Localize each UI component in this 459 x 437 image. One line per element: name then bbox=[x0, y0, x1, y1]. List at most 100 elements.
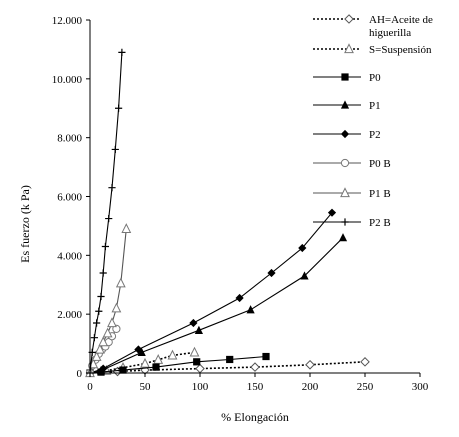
data-point bbox=[152, 363, 160, 371]
x-tick-label: 100 bbox=[192, 381, 209, 393]
legend-marker bbox=[340, 129, 350, 139]
data-point bbox=[90, 334, 98, 342]
legend-item-p2-b: P2 B bbox=[313, 217, 391, 229]
y-ticks: 0 2.000 4.000 6.000 8.000 10.000 12.000 bbox=[52, 15, 90, 380]
series-p2 bbox=[85, 208, 337, 378]
legend-marker bbox=[344, 43, 354, 54]
data-point bbox=[97, 292, 105, 301]
series-p1 bbox=[85, 233, 348, 377]
legend-label-line: higuerilla bbox=[369, 27, 411, 39]
series-line bbox=[89, 361, 366, 374]
data-point bbox=[99, 269, 107, 277]
legend-label: S=Suspensión bbox=[369, 44, 432, 56]
data-point bbox=[262, 352, 270, 361]
x-tick-label: 250 bbox=[357, 381, 374, 393]
x-tick-label: 0 bbox=[87, 381, 93, 393]
legend: AH=Aceite de higuerilla S=Suspensión P0 P1 P2… bbox=[313, 14, 433, 229]
series-p1-b bbox=[85, 223, 132, 378]
data-point bbox=[300, 271, 309, 280]
y-tick-label: 10.000 bbox=[52, 74, 83, 86]
legend-marker bbox=[341, 218, 349, 226]
data-point bbox=[250, 362, 260, 372]
y-tick-label: 2.000 bbox=[57, 309, 82, 321]
x-tick-label: 150 bbox=[247, 381, 264, 393]
legend-item-p0: P0 bbox=[313, 72, 381, 84]
series-line bbox=[89, 212, 333, 374]
x-tick-label: 300 bbox=[412, 381, 429, 393]
data-point bbox=[360, 357, 370, 367]
data-point bbox=[338, 233, 348, 242]
legend-label-line: AH=Aceite de bbox=[369, 14, 433, 26]
legend-marker bbox=[340, 187, 350, 198]
legend-item-p0-b: P0 B bbox=[313, 158, 391, 170]
data-point bbox=[121, 223, 132, 233]
legend-marker bbox=[340, 100, 350, 109]
legend-item-ah-aceite-de-higuerilla: AH=Aceite de higuerilla bbox=[313, 14, 433, 39]
data-point bbox=[246, 305, 255, 314]
data-point bbox=[137, 347, 146, 357]
legend-label: P1 bbox=[369, 100, 381, 112]
data-point bbox=[108, 184, 116, 192]
data-point bbox=[101, 242, 109, 251]
data-point bbox=[235, 293, 244, 303]
legend-marker bbox=[344, 14, 354, 24]
data-point bbox=[93, 319, 101, 327]
legend-label: P2 bbox=[369, 129, 381, 141]
y-tick-label: 4.000 bbox=[57, 250, 82, 262]
y-tick-label: 6.000 bbox=[57, 192, 82, 204]
series-line bbox=[89, 237, 344, 374]
legend-marker bbox=[340, 158, 350, 168]
data-point bbox=[167, 349, 178, 360]
x-axis-title: % Elongación bbox=[221, 410, 289, 424]
legend-label: AH=Aceite de higuerilla bbox=[369, 14, 433, 39]
data-point bbox=[195, 363, 205, 374]
data-point bbox=[118, 48, 126, 56]
data-point bbox=[305, 359, 315, 370]
data-point bbox=[91, 351, 102, 361]
data-point bbox=[107, 317, 117, 328]
data-point bbox=[98, 336, 109, 347]
legend-item-p1: P1 bbox=[313, 100, 381, 112]
data-point bbox=[119, 366, 127, 374]
y-tick-label: 8.000 bbox=[57, 133, 82, 145]
legend-label: P2 B bbox=[369, 217, 391, 229]
data-point bbox=[111, 302, 122, 313]
data-point bbox=[95, 307, 103, 315]
data-point bbox=[267, 268, 276, 278]
data-point bbox=[140, 357, 150, 368]
y-tick-label: 0 bbox=[77, 368, 83, 380]
x-tick-label: 200 bbox=[302, 381, 319, 393]
data-point bbox=[105, 214, 113, 223]
data-point bbox=[193, 358, 201, 366]
data-point bbox=[327, 208, 337, 217]
x-tick-label: 50 bbox=[140, 381, 152, 393]
y-axis-title: Es fuerzo (k Pa) bbox=[18, 185, 32, 263]
data-point bbox=[226, 355, 234, 364]
data-point bbox=[153, 354, 164, 364]
data-point bbox=[94, 343, 105, 354]
data-point bbox=[134, 345, 143, 354]
legend-item-s-suspensi-n: S=Suspensión bbox=[313, 43, 432, 56]
legend-label: P0 B bbox=[369, 158, 391, 170]
series-line bbox=[89, 355, 267, 374]
data-point bbox=[115, 277, 126, 288]
data-point bbox=[115, 104, 123, 112]
data-point bbox=[102, 327, 113, 338]
series-ah-aceite-de-higuerilla bbox=[89, 357, 370, 377]
data-point bbox=[194, 325, 203, 334]
legend-item-p2: P2 bbox=[313, 129, 381, 141]
legend-marker bbox=[341, 73, 349, 81]
data-point bbox=[189, 346, 200, 357]
series-layer bbox=[85, 48, 370, 378]
legend-label: P1 B bbox=[369, 188, 391, 200]
series-line bbox=[89, 228, 127, 374]
legend-item-p1-b: P1 B bbox=[313, 187, 391, 200]
y-tick-label: 12.000 bbox=[52, 15, 83, 27]
data-point bbox=[99, 364, 108, 373]
x-ticks: 0 50 100 150 200 250 300 bbox=[87, 373, 429, 393]
data-point bbox=[111, 145, 119, 154]
data-point bbox=[189, 318, 198, 328]
data-point bbox=[298, 243, 307, 253]
legend-label: P0 bbox=[369, 72, 381, 84]
